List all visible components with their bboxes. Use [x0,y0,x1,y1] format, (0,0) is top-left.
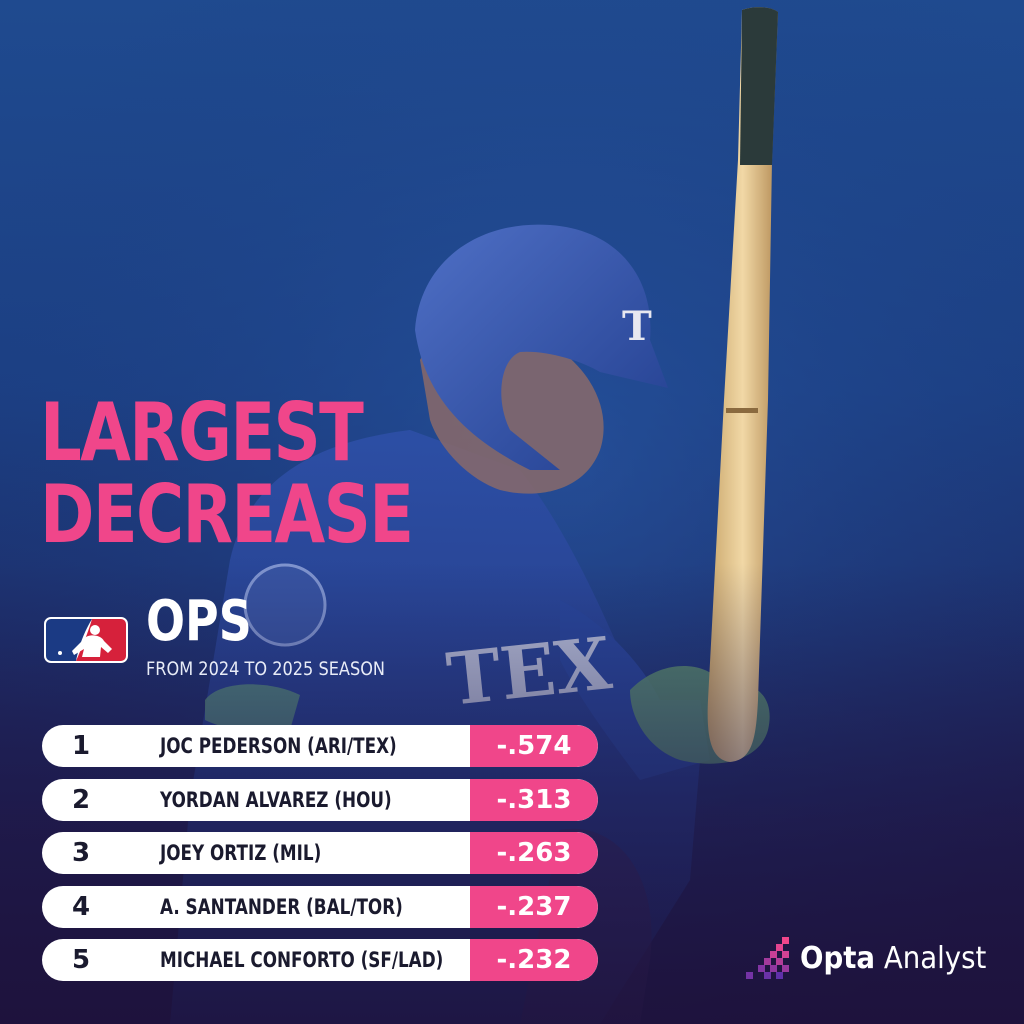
headline: LARGEST DECREASE [40,386,414,561]
ops-change: -.263 [470,832,598,874]
table-row: 5 MICHAEL CONFORTO (SF/LAD) -.232 [42,939,598,981]
player-name: JOEY ORTIZ (MIL) [160,841,322,865]
opta-pixel-icon [746,937,789,979]
rank: 3 [72,838,91,868]
table-row: 2 YORDAN ALVAREZ (HOU) -.313 [42,778,598,821]
table-row: 3 JOEY ORTIZ (MIL) -.263 [42,832,598,874]
table-row: 1 JOC PEDERSON (ARI/TEX) -.574 [42,725,598,767]
rank: 1 [72,731,91,761]
ops-change: -.574 [470,725,598,767]
ops-change: -.313 [470,778,598,821]
leaderboard: 1 JOC PEDERSON (ARI/TEX) -.574 2 YORDAN … [42,725,598,993]
player-name: A. SANTANDER (BAL/TOR) [160,894,403,919]
headline-line2: DECREASE [40,468,414,561]
brand-name-light: Analyst [883,941,987,976]
player-name: JOC PEDERSON (ARI/TEX) [160,734,397,758]
brand-name-bold: Opta [800,941,876,976]
headline-line1: LARGEST [40,386,364,479]
player-name: YORDAN ALVAREZ (HOU) [160,787,392,812]
ops-change: -.237 [470,885,598,928]
ops-change: -.232 [470,939,598,981]
subtitle: FROM 2024 TO 2025 SEASON [146,658,386,680]
table-row: 4 A. SANTANDER (BAL/TOR) -.237 [42,885,598,928]
rank: 5 [72,945,91,975]
rank: 4 [72,891,91,922]
mlb-logo [44,617,128,663]
player-name: MICHAEL CONFORTO (SF/LAD) [160,948,444,972]
metric-title: OPS [146,589,252,654]
rank: 2 [72,784,91,815]
